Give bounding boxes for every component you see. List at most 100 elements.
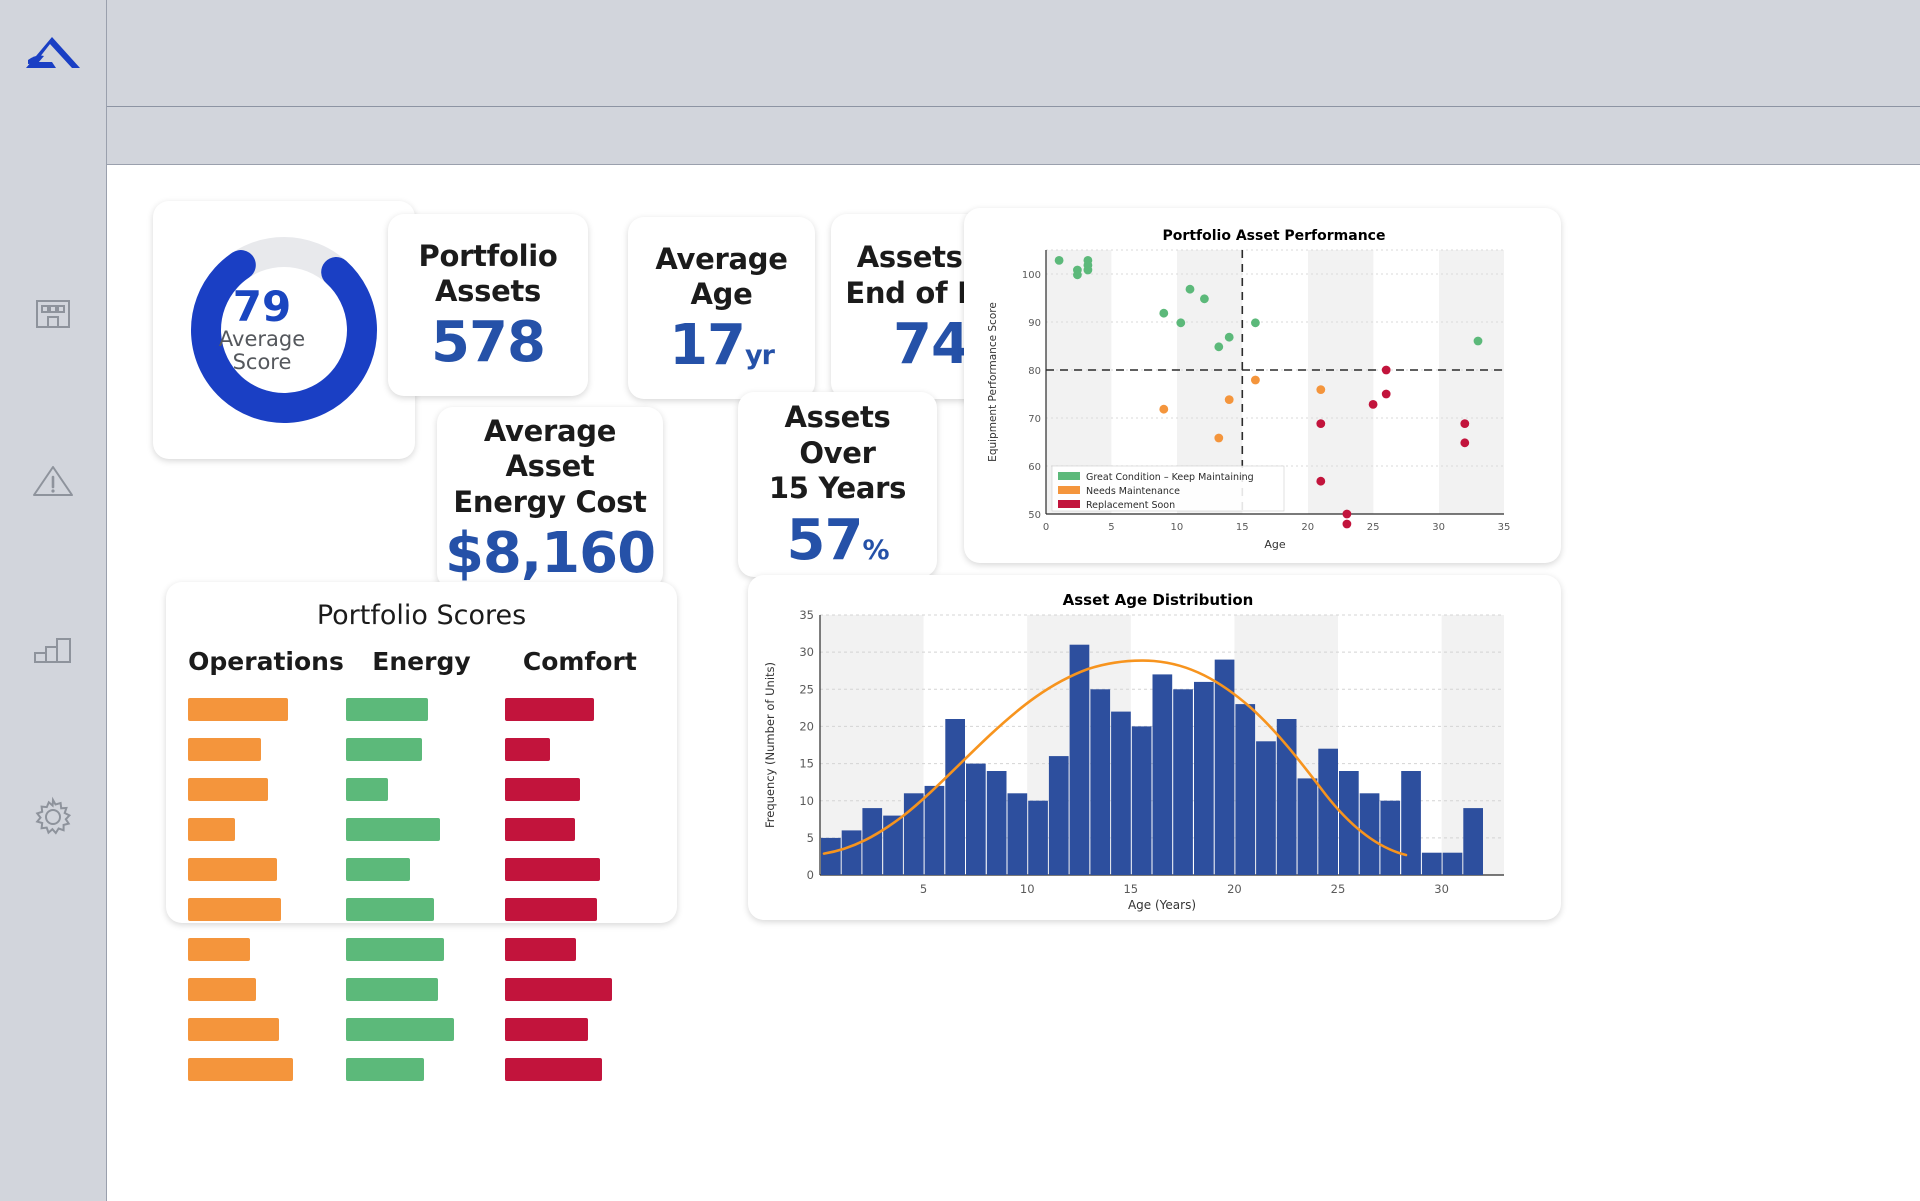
score-bar [504, 778, 580, 801]
score-bar [188, 1058, 294, 1081]
company-logo[interactable] [0, 0, 106, 108]
average-score-card[interactable]: 79 Average Score [153, 201, 415, 459]
bar-chart-icon [34, 638, 71, 663]
kpi-average-age-unit: yr [745, 340, 775, 372]
score-bar [346, 858, 411, 881]
scatter-title: Portfolio Asset Performance [1163, 228, 1386, 244]
score-bar [346, 978, 439, 1001]
portfolio-asset-performance-card[interactable]: Portfolio Asset Performance [964, 208, 1561, 563]
dashboard-canvas: 79 Average Score Portfolio Assets 578 Av… [107, 165, 1920, 1201]
scatter-axes [1045, 250, 1504, 515]
histogram-y-ticklabels: 0 5 10 15 20 25 30 35 [799, 608, 814, 882]
kpi-average-energy-cost-title-2: Energy Cost [453, 484, 647, 519]
svg-text:90: 90 [1028, 318, 1041, 329]
score-bar [504, 978, 612, 1001]
average-score-gauge: 79 Average Score [176, 222, 392, 438]
score-column-comfort-label: Comfort [522, 647, 637, 676]
svg-text:0: 0 [1043, 522, 1049, 533]
app-subheader-bar [107, 107, 1920, 165]
svg-text:5: 5 [920, 882, 927, 896]
svg-text:25: 25 [1331, 882, 1346, 896]
scatter-x-axis-label: Age [1264, 538, 1286, 551]
score-bar [188, 938, 251, 961]
score-bar [346, 938, 445, 961]
score-column-energy-label: Energy [372, 647, 471, 676]
gauge-label-line1: Average [218, 326, 306, 351]
kpi-average-age[interactable]: Average Age 17yr [628, 217, 815, 399]
svg-text:10: 10 [1171, 522, 1184, 533]
sidebar-item-alerts[interactable] [30, 458, 76, 504]
score-bar [188, 978, 257, 1001]
histogram-title: Asset Age Distribution [1063, 591, 1254, 609]
score-bar [346, 818, 441, 841]
score-column-operations-label: Operations [188, 647, 344, 676]
kpi-assets-end-of-life-value: 74 [893, 311, 970, 377]
histogram-x-axis-label: Age (Years) [1128, 898, 1196, 912]
svg-text:50: 50 [1028, 510, 1041, 521]
score-bar [188, 858, 278, 881]
kpi-assets-over-15-title-2: 15 Years [768, 471, 907, 506]
scatter-points-replacement-soon [1316, 365, 1470, 529]
portfolio-scores-title: Portfolio Scores [316, 600, 527, 631]
svg-text:10: 10 [1020, 882, 1035, 896]
sidebar-item-settings[interactable] [30, 794, 76, 840]
histogram-normal-fit-curve [822, 659, 1408, 857]
sidebar-item-facilities[interactable] [30, 290, 76, 336]
main-region: 79 Average Score Portfolio Assets 578 Av… [107, 0, 1920, 1201]
score-bar [504, 738, 550, 761]
histogram-x-ticklabels: 5 10 15 20 25 30 [920, 882, 1449, 896]
gauge-center-text: 79 Average Score [176, 222, 392, 438]
sidebar-item-reports[interactable] [30, 626, 76, 672]
score-bar [346, 898, 435, 921]
score-bar [346, 778, 389, 801]
svg-text:20: 20 [799, 720, 814, 734]
score-bar [188, 818, 236, 841]
asset-age-distribution-card[interactable]: Asset Age Distribution [748, 575, 1561, 920]
score-bar [504, 898, 597, 921]
logo-icon [26, 37, 80, 68]
score-bar [188, 898, 282, 921]
svg-text:70: 70 [1028, 414, 1041, 425]
score-bar [504, 938, 576, 961]
score-bar [346, 1018, 455, 1041]
svg-text:30: 30 [799, 645, 814, 659]
score-bars-comfort [504, 698, 655, 1081]
scatter-legend: Great Condition – Keep Maintaining Needs… [1051, 465, 1285, 512]
svg-text:0: 0 [807, 868, 814, 882]
svg-text:20: 20 [1301, 522, 1314, 533]
sidebar [0, 0, 107, 1201]
score-bar [504, 1018, 588, 1041]
kpi-assets-over-15-years[interactable]: Assets Over 15 Years 57% [738, 392, 937, 577]
scatter-points-needs-maintenance [1159, 375, 1326, 443]
svg-text:5: 5 [807, 831, 814, 845]
kpi-portfolio-assets-title-1: Portfolio [418, 238, 558, 273]
score-bars-energy [346, 698, 496, 1081]
kpi-portfolio-assets[interactable]: Portfolio Assets 578 [388, 214, 588, 396]
svg-text:15: 15 [1236, 522, 1249, 533]
scatter-legend-item-1: Needs Maintenance [1086, 486, 1180, 497]
kpi-average-age-title-1: Average [655, 241, 788, 276]
svg-text:30: 30 [1432, 522, 1445, 533]
kpi-assets-over-15-value: 57 [786, 507, 864, 573]
kpi-average-age-value: 17 [669, 313, 746, 379]
scatter-legend-item-2: Replacement Soon [1086, 500, 1175, 511]
score-bar [346, 738, 423, 761]
svg-text:25: 25 [799, 682, 814, 696]
warning-triangle-icon [33, 466, 73, 496]
app-header-bar [107, 0, 1920, 107]
kpi-average-energy-cost-value: $8,160 [444, 521, 656, 587]
svg-text:35: 35 [1498, 522, 1511, 533]
portfolio-scores-panel[interactable]: Portfolio Scores Operations [166, 582, 677, 1081]
svg-text:25: 25 [1367, 522, 1380, 533]
gauge-label-line2: Score [232, 350, 292, 374]
score-bar [188, 738, 262, 761]
histogram-bars [821, 644, 1483, 875]
portfolio-scores-columns: Operations [166, 647, 677, 1081]
score-bars-operations [188, 698, 338, 1081]
kpi-average-energy-cost[interactable]: Average Asset Energy Cost $8,160 [437, 407, 663, 589]
svg-text:15: 15 [1123, 882, 1138, 896]
score-bar [504, 1058, 602, 1081]
svg-text:15: 15 [799, 757, 814, 771]
kpi-average-energy-cost-title-1: Average Asset [483, 413, 617, 484]
